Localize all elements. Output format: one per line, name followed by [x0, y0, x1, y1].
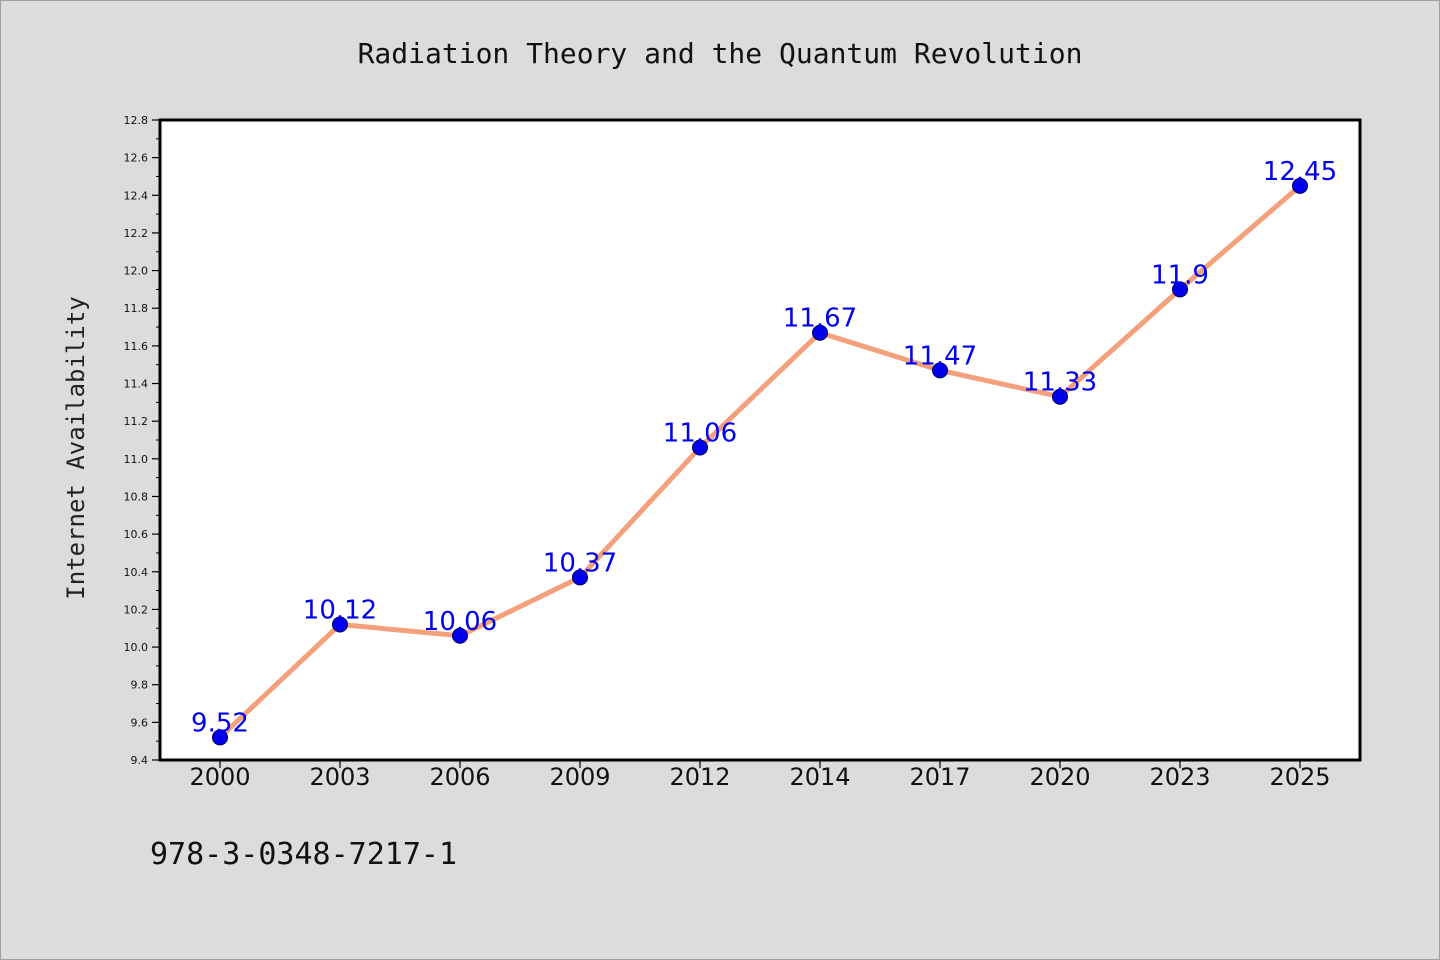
data-label: 11.67: [783, 304, 857, 334]
y-tick-label: 12.8: [124, 114, 149, 127]
x-tick-label: 2012: [669, 763, 730, 791]
data-point: [452, 627, 468, 644]
x-tick-label: 2025: [1269, 763, 1330, 791]
x-tick-label: 2006: [429, 763, 490, 791]
data-point: [812, 324, 828, 341]
isbn-text: 978-3-0348-7217-1: [150, 837, 457, 872]
y-tick-label: 12.0: [124, 265, 149, 278]
plot-area: [160, 120, 1360, 760]
y-tick-label: 9.4: [131, 754, 149, 767]
data-label: 9.52: [191, 708, 249, 738]
x-tick-label: 2003: [309, 763, 370, 791]
data-label: 11.33: [1023, 368, 1097, 398]
y-tick-label: 11.4: [124, 378, 149, 391]
y-tick-label: 9.8: [131, 679, 149, 692]
y-tick-label: 12.6: [124, 152, 149, 165]
data-point: [332, 616, 348, 633]
y-tick-label: 10.8: [124, 490, 149, 503]
plot-border: [158, 118, 1362, 762]
data-point: [212, 729, 228, 746]
y-axis-label: Internet Availability: [62, 296, 90, 599]
x-tick-label: 2017: [909, 763, 970, 791]
y-tick-label: 9.6: [131, 716, 149, 729]
data-label: 10.12: [303, 595, 377, 625]
y-tick-label: 11.8: [124, 302, 149, 315]
y-tick-label: 10.6: [124, 528, 149, 541]
y-tick-label: 12.2: [124, 227, 149, 240]
data-point: [1172, 281, 1188, 298]
y-tick-label: 12.4: [124, 189, 149, 202]
data-label: 11.47: [903, 341, 977, 371]
data-label: 11.06: [663, 419, 737, 449]
data-point: [1292, 177, 1308, 194]
x-tick-label: 2009: [549, 763, 610, 791]
x-axis: 2000 2003 2006 2009 2012 2014 2017 2020 2023 2025: [189, 760, 1331, 791]
x-tick-label: 2020: [1029, 763, 1090, 791]
x-tick-label: 2000: [189, 763, 250, 791]
series-line: [217, 183, 1303, 740]
y-tick-label: 10.4: [124, 566, 149, 579]
y-tick-label: 10.0: [124, 641, 149, 654]
y-tick-label: 10.2: [124, 603, 149, 616]
data-label: 10.37: [543, 548, 617, 578]
data-point: [572, 569, 588, 586]
data-label: 10.06: [423, 607, 497, 637]
chart-title: Radiation Theory and the Quantum Revolut…: [358, 37, 1083, 70]
x-tick-label: 2014: [789, 763, 850, 791]
series-layer: 9.52 10.12 10.06 10.37 11.06 11.67 11.47 11.33 1…: [191, 157, 1337, 746]
y-axis: 9.4 9.6 9.8 10.0 10.2 10.4 10.6 10.8 11.0 11.2 11.…: [124, 114, 160, 767]
x-tick-label: 2023: [1149, 763, 1210, 791]
y-tick-label: 11.6: [124, 340, 149, 353]
data-label: 11.9: [1151, 260, 1209, 290]
data-label: 12.45: [1263, 157, 1337, 187]
y-tick-label: 11.0: [124, 453, 149, 466]
data-point: [1052, 388, 1068, 405]
data-point: [692, 439, 708, 456]
y-tick-label: 11.2: [124, 415, 149, 428]
data-point: [932, 362, 948, 379]
